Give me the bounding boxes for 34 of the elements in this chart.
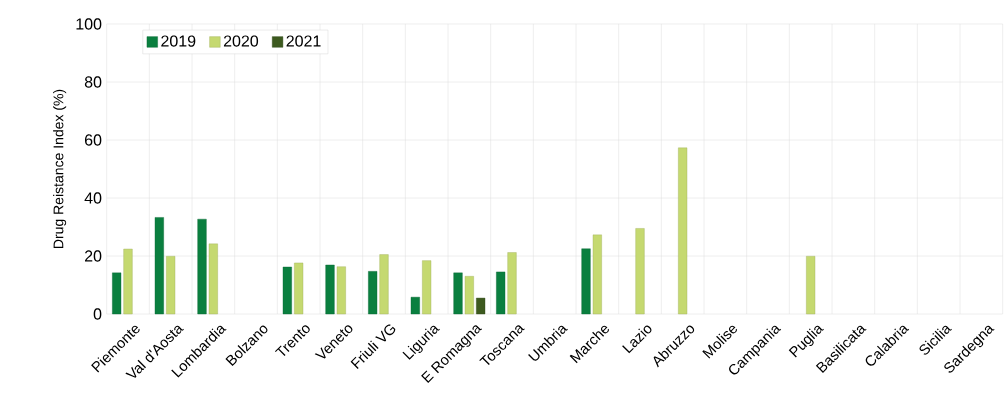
bar: [410, 296, 420, 315]
bar: [197, 218, 207, 315]
bar: [208, 243, 218, 315]
y-tick-label: 80: [84, 76, 102, 88]
y-axis-title: Drug Reistance Index (%): [53, 89, 67, 248]
bar: [336, 266, 346, 315]
legend-label: 2019: [161, 35, 196, 47]
bar: [496, 271, 506, 315]
bar: [678, 147, 688, 315]
bar: [154, 217, 164, 315]
y-tick-label: 40: [84, 192, 102, 204]
y-tick-label: 100: [76, 18, 102, 30]
bar: [422, 260, 432, 315]
bar: [635, 228, 645, 315]
y-tick-label: 0: [93, 308, 102, 320]
bar: [368, 271, 378, 315]
bar: [379, 254, 389, 315]
bar: [507, 252, 517, 315]
bar: [282, 266, 292, 315]
bar: [453, 272, 463, 315]
bar: [325, 264, 335, 315]
bar: [581, 248, 591, 315]
bar: [464, 276, 474, 315]
bar: [806, 256, 816, 315]
bar: [592, 234, 602, 315]
bar: [476, 297, 486, 315]
legend-label: 2021: [286, 35, 321, 47]
bar: [123, 248, 133, 315]
legend-label: 2020: [223, 35, 259, 47]
bar: [112, 272, 122, 315]
bar: [294, 262, 304, 315]
bar: [166, 256, 176, 315]
y-tick-label: 20: [84, 250, 102, 262]
y-tick-label: 60: [84, 134, 102, 146]
